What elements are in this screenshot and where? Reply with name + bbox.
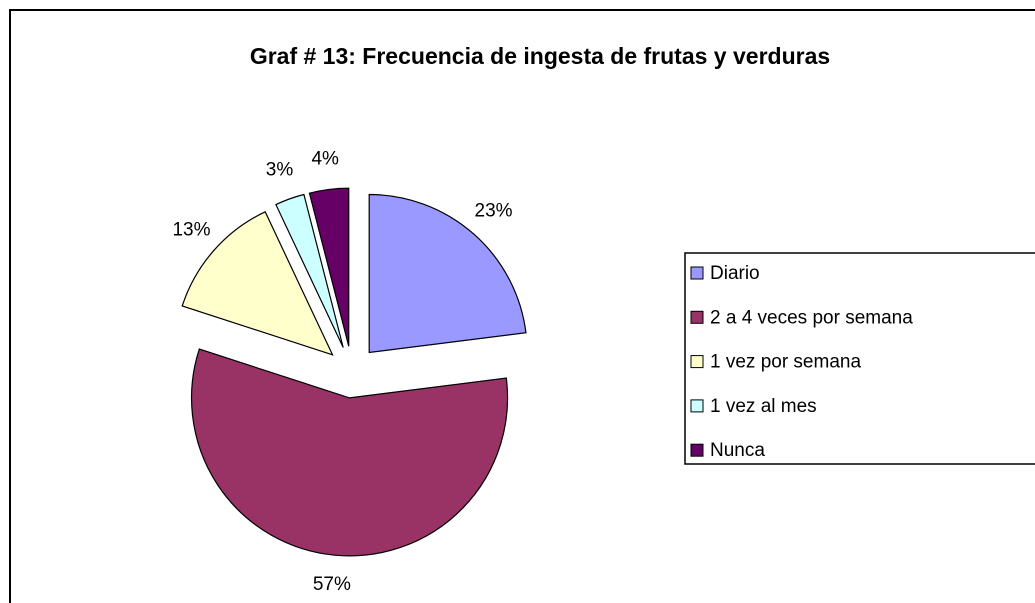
data-label: 57% xyxy=(313,574,351,595)
legend-swatch xyxy=(690,443,704,457)
pie-slice xyxy=(275,193,344,348)
legend-label: Nunca xyxy=(710,440,765,461)
pie-slice xyxy=(181,211,334,356)
legend-label: 2 a 4 veces por semana xyxy=(710,307,913,328)
pie-slice xyxy=(308,187,350,347)
legend-swatch xyxy=(690,355,704,369)
pie-slice xyxy=(190,348,509,557)
legend-label: Diario xyxy=(710,263,760,284)
legend-label: 1 vez al mes xyxy=(710,396,817,417)
legend-swatch xyxy=(690,266,704,280)
data-label: 23% xyxy=(475,200,513,221)
legend-swatch xyxy=(690,310,704,324)
legend-box xyxy=(684,252,1035,465)
pie-slice xyxy=(368,193,527,354)
legend-label: 1 vez por semana xyxy=(710,352,861,373)
data-label: 13% xyxy=(172,219,210,240)
chart-title: Graf # 13: Frecuencia de ingesta de frut… xyxy=(250,43,830,69)
data-label: 4% xyxy=(311,149,339,170)
data-label: 3% xyxy=(266,160,294,181)
legend-swatch xyxy=(690,399,704,413)
